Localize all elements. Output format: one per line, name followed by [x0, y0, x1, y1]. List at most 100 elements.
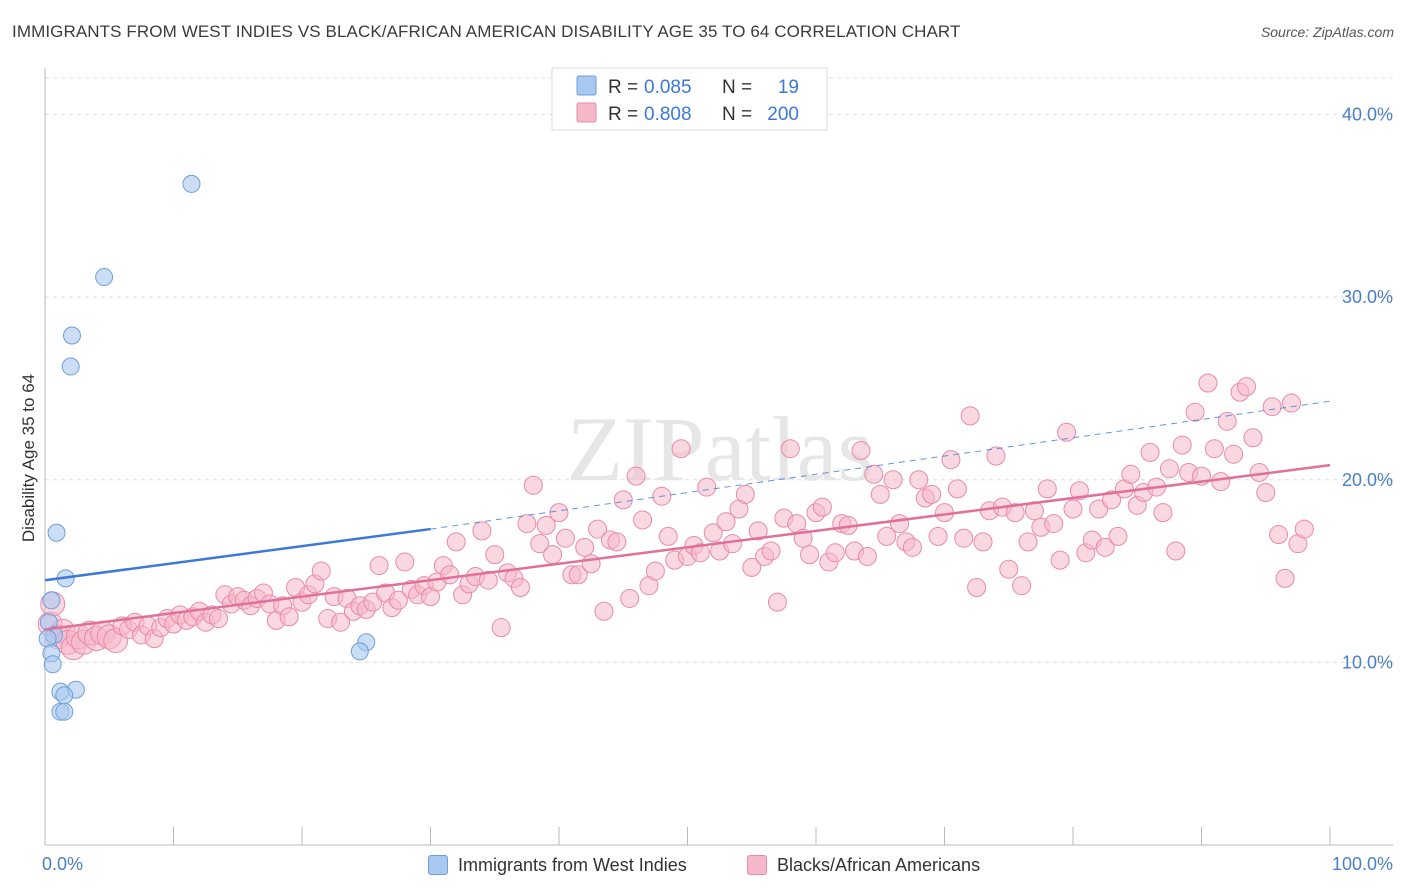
- data-point-pink: [440, 565, 460, 585]
- data-point-pink: [620, 588, 640, 608]
- data-point-pink: [395, 552, 415, 572]
- data-point-pink: [1018, 532, 1038, 552]
- data-point-pink: [1037, 479, 1057, 499]
- data-point-pink: [1217, 411, 1237, 431]
- data-point-blue: [42, 591, 61, 610]
- trend-lines: [44, 400, 1331, 631]
- legend-n-label: N =: [722, 104, 752, 125]
- data-point-pink: [581, 554, 601, 574]
- y-tick-label: 40.0%: [1342, 105, 1393, 125]
- data-point-blue: [95, 268, 114, 287]
- data-point-pink: [941, 450, 961, 470]
- data-point-pink: [1012, 576, 1032, 596]
- data-point-pink: [633, 510, 653, 530]
- data-point-pink: [491, 618, 511, 638]
- data-point-pink: [543, 545, 563, 565]
- legend-item-west-indies[interactable]: Immigrants from West Indies: [428, 852, 687, 878]
- data-point-pink: [748, 521, 768, 541]
- data-point-pink: [780, 439, 800, 459]
- data-point-pink: [800, 545, 820, 565]
- data-point-pink: [1121, 464, 1141, 484]
- legend-swatch-blue: [428, 855, 448, 875]
- data-point-pink: [446, 532, 466, 552]
- data-point-pink: [1089, 499, 1109, 519]
- legend-swatch-pink: [747, 855, 767, 875]
- legend-n-label: N =: [722, 77, 752, 98]
- data-point-pink: [331, 612, 351, 632]
- data-point-pink: [1236, 377, 1256, 397]
- data-point-pink: [1166, 541, 1186, 561]
- data-point-pink: [1269, 525, 1289, 545]
- data-point-pink: [960, 406, 980, 426]
- y-axis-label: Disability Age 35 to 64: [19, 374, 38, 542]
- legend-n-value: 19: [778, 77, 799, 98]
- data-point-pink: [594, 601, 614, 621]
- data-point-pink: [279, 607, 299, 627]
- watermark: ZIPatlas: [567, 398, 874, 500]
- x-tick-label: 0.0%: [42, 854, 83, 874]
- data-point-pink: [208, 609, 228, 629]
- data-point-pink: [1095, 537, 1115, 557]
- data-point-pink: [658, 526, 678, 546]
- data-point-blue: [182, 174, 201, 193]
- trend-line-pink: [44, 463, 1331, 631]
- axes: [44, 68, 1393, 846]
- data-point-pink: [1275, 568, 1295, 588]
- data-point-blue: [55, 686, 74, 705]
- y-tick-label: 20.0%: [1342, 470, 1393, 490]
- data-point-pink: [549, 503, 569, 523]
- trend-line-blue-dashed: [430, 400, 1331, 530]
- data-point-pink: [986, 446, 1006, 466]
- data-point-pink: [1256, 483, 1276, 503]
- data-point-pink: [1057, 422, 1077, 442]
- data-point-pink: [1204, 439, 1224, 459]
- y-tick-label: 30.0%: [1342, 287, 1393, 307]
- data-point-pink: [1153, 503, 1173, 523]
- data-point-blue: [47, 523, 66, 542]
- data-point-pink: [883, 470, 903, 490]
- data-point-pink: [1185, 402, 1205, 422]
- legend-r-label: R =: [608, 104, 638, 125]
- data-point-pink: [1044, 514, 1064, 534]
- data-point-blue: [61, 357, 80, 376]
- data-point-pink: [1050, 550, 1070, 570]
- data-point-pink: [369, 556, 389, 576]
- trend-line-blue: [44, 527, 431, 582]
- data-point-pink: [812, 497, 832, 517]
- data-point-pink: [928, 526, 948, 546]
- data-point-pink: [575, 537, 595, 557]
- data-point-blue: [350, 642, 369, 661]
- data-point-pink: [1294, 519, 1314, 539]
- data-point-pink: [1063, 499, 1083, 519]
- data-point-pink: [851, 441, 871, 461]
- data-point-pink: [510, 578, 530, 598]
- grid-lines: [45, 77, 1393, 663]
- data-point-pink: [485, 545, 505, 565]
- data-point-pink: [690, 543, 710, 563]
- legend-item-black-african-american[interactable]: Blacks/African Americans: [747, 852, 980, 878]
- data-point-pink: [1108, 526, 1128, 546]
- data-point-pink: [671, 439, 691, 459]
- data-point-pink: [1281, 393, 1301, 413]
- data-point-blue: [55, 702, 74, 721]
- data-point-pink: [311, 561, 331, 581]
- data-point-pink: [607, 532, 627, 552]
- data-point-pink: [902, 537, 922, 557]
- data-point-pink: [890, 514, 910, 534]
- data-point-blue: [62, 326, 81, 345]
- data-point-pink: [1243, 428, 1263, 448]
- data-point-pink: [1159, 459, 1179, 479]
- data-point-pink: [697, 477, 717, 497]
- data-point-pink: [523, 475, 543, 495]
- data-point-pink: [1172, 435, 1192, 455]
- data-point-pink: [947, 479, 967, 499]
- data-point-pink: [857, 546, 877, 566]
- data-point-pink: [877, 526, 897, 546]
- tick-labels: 10.0% 20.0% 30.0% 40.0% 0.0% 100.0%: [42, 105, 1393, 874]
- data-point-pink: [870, 484, 890, 504]
- legend-swatch-pink: [576, 102, 597, 123]
- data-point-pink: [1211, 472, 1231, 492]
- data-point-pink: [735, 484, 755, 504]
- data-point-pink: [825, 543, 845, 563]
